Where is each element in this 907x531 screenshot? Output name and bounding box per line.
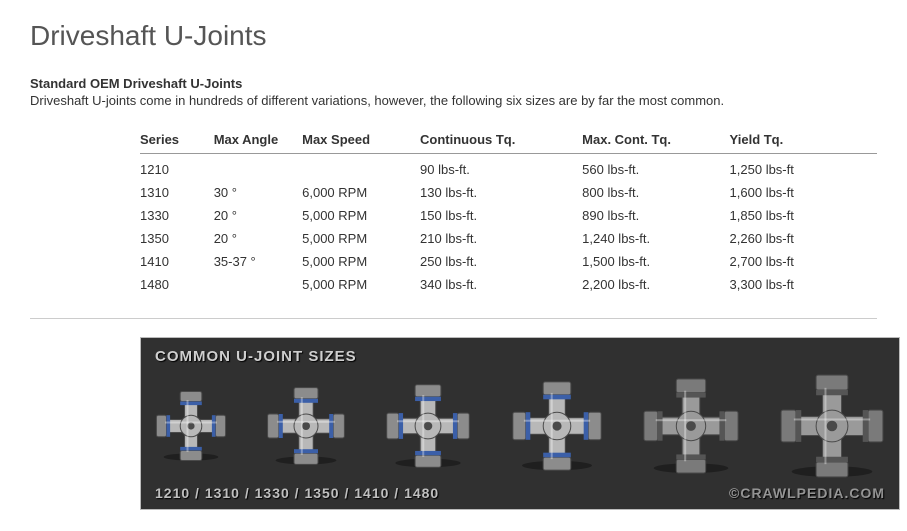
section-subhead: Standard OEM Driveshaft U-Joints [30, 76, 877, 91]
table-header-row: SeriesMax AngleMax SpeedContinuous Tq.Ma… [140, 126, 877, 154]
ujoint-icon [779, 373, 885, 479]
table-row: 135020 °5,000 RPM210 lbs-ft.1,240 lbs-ft… [140, 227, 877, 250]
table-cell: 1480 [140, 273, 214, 296]
table-cell: 210 lbs-ft. [420, 227, 582, 250]
ujoint-icon [642, 377, 740, 475]
ujoint-icon [385, 383, 471, 469]
table-cell: 1310 [140, 181, 214, 204]
photo-caption-top: COMMON U-JOINT SIZES [155, 348, 885, 365]
table-cell: 2,260 lbs-ft [730, 227, 877, 250]
table-row: 131030 °6,000 RPM130 lbs-ft.800 lbs-ft.1… [140, 181, 877, 204]
table-cell: 1350 [140, 227, 214, 250]
table-cell [214, 273, 302, 296]
table-header-cell: Continuous Tq. [420, 126, 582, 154]
table-cell: 1,600 lbs-ft [730, 181, 877, 204]
table-cell: 1,240 lbs-ft. [582, 227, 729, 250]
table-cell: 130 lbs-ft. [420, 181, 582, 204]
table-cell: 20 ° [214, 204, 302, 227]
separator [30, 318, 877, 319]
table-cell: 6,000 RPM [302, 181, 420, 204]
table-cell: 1,250 lbs-ft [730, 154, 877, 182]
table-row: 141035-37 °5,000 RPM250 lbs-ft.1,500 lbs… [140, 250, 877, 273]
table-cell: 250 lbs-ft. [420, 250, 582, 273]
table-cell: 1410 [140, 250, 214, 273]
table-cell: 1,500 lbs-ft. [582, 250, 729, 273]
table-cell [214, 154, 302, 182]
ujoint-row [155, 371, 885, 481]
table-cell: 90 lbs-ft. [420, 154, 582, 182]
table-row: 1480 5,000 RPM340 lbs-ft.2,200 lbs-ft.3,3… [140, 273, 877, 296]
table-row: 133020 °5,000 RPM150 lbs-ft.890 lbs-ft.1… [140, 204, 877, 227]
photo-caption-bottom: 1210 / 1310 / 1330 / 1350 / 1410 / 1480 [155, 485, 439, 501]
table-cell: 800 lbs-ft. [582, 181, 729, 204]
table-cell: 890 lbs-ft. [582, 204, 729, 227]
table-cell: 3,300 lbs-ft [730, 273, 877, 296]
intro-paragraph: Driveshaft U-joints come in hundreds of … [30, 93, 877, 108]
table-cell: 1210 [140, 154, 214, 182]
table-cell: 2,200 lbs-ft. [582, 273, 729, 296]
table-cell: 35-37 ° [214, 250, 302, 273]
table-body: 121090 lbs-ft.560 lbs-ft.1,250 lbs-ft131… [140, 154, 877, 297]
table-cell: 5,000 RPM [302, 273, 420, 296]
ujoint-photo: COMMON U-JOINT SIZES [140, 337, 900, 510]
table-header-cell: Max Speed [302, 126, 420, 154]
table-header-cell: Max Angle [214, 126, 302, 154]
table-cell: 2,700 lbs-ft [730, 250, 877, 273]
table-cell: 30 ° [214, 181, 302, 204]
photo-watermark: ©CRAWLPEDIA.COM [729, 485, 885, 501]
table-cell: 20 ° [214, 227, 302, 250]
table-cell: 5,000 RPM [302, 227, 420, 250]
table-cell: 150 lbs-ft. [420, 204, 582, 227]
table-cell [302, 154, 420, 182]
table-cell: 1,850 lbs-ft [730, 204, 877, 227]
table-cell: 5,000 RPM [302, 204, 420, 227]
ujoint-icon [155, 390, 227, 462]
table-cell: 560 lbs-ft. [582, 154, 729, 182]
table-row: 1210 90 lbs-ft.560 lbs-ft.1,250 lbs-ft [140, 154, 877, 182]
ujoint-icon [266, 386, 346, 466]
ujoint-icon [511, 380, 603, 472]
ujoint-table: SeriesMax AngleMax SpeedContinuous Tq.Ma… [140, 126, 877, 296]
table-cell: 1330 [140, 204, 214, 227]
page-title: Driveshaft U-Joints [30, 20, 877, 52]
ujoint-table-wrap: SeriesMax AngleMax SpeedContinuous Tq.Ma… [30, 126, 877, 296]
table-cell: 340 lbs-ft. [420, 273, 582, 296]
table-header-cell: Series [140, 126, 214, 154]
table-cell: 5,000 RPM [302, 250, 420, 273]
table-header-cell: Max. Cont. Tq. [582, 126, 729, 154]
table-header-cell: Yield Tq. [730, 126, 877, 154]
